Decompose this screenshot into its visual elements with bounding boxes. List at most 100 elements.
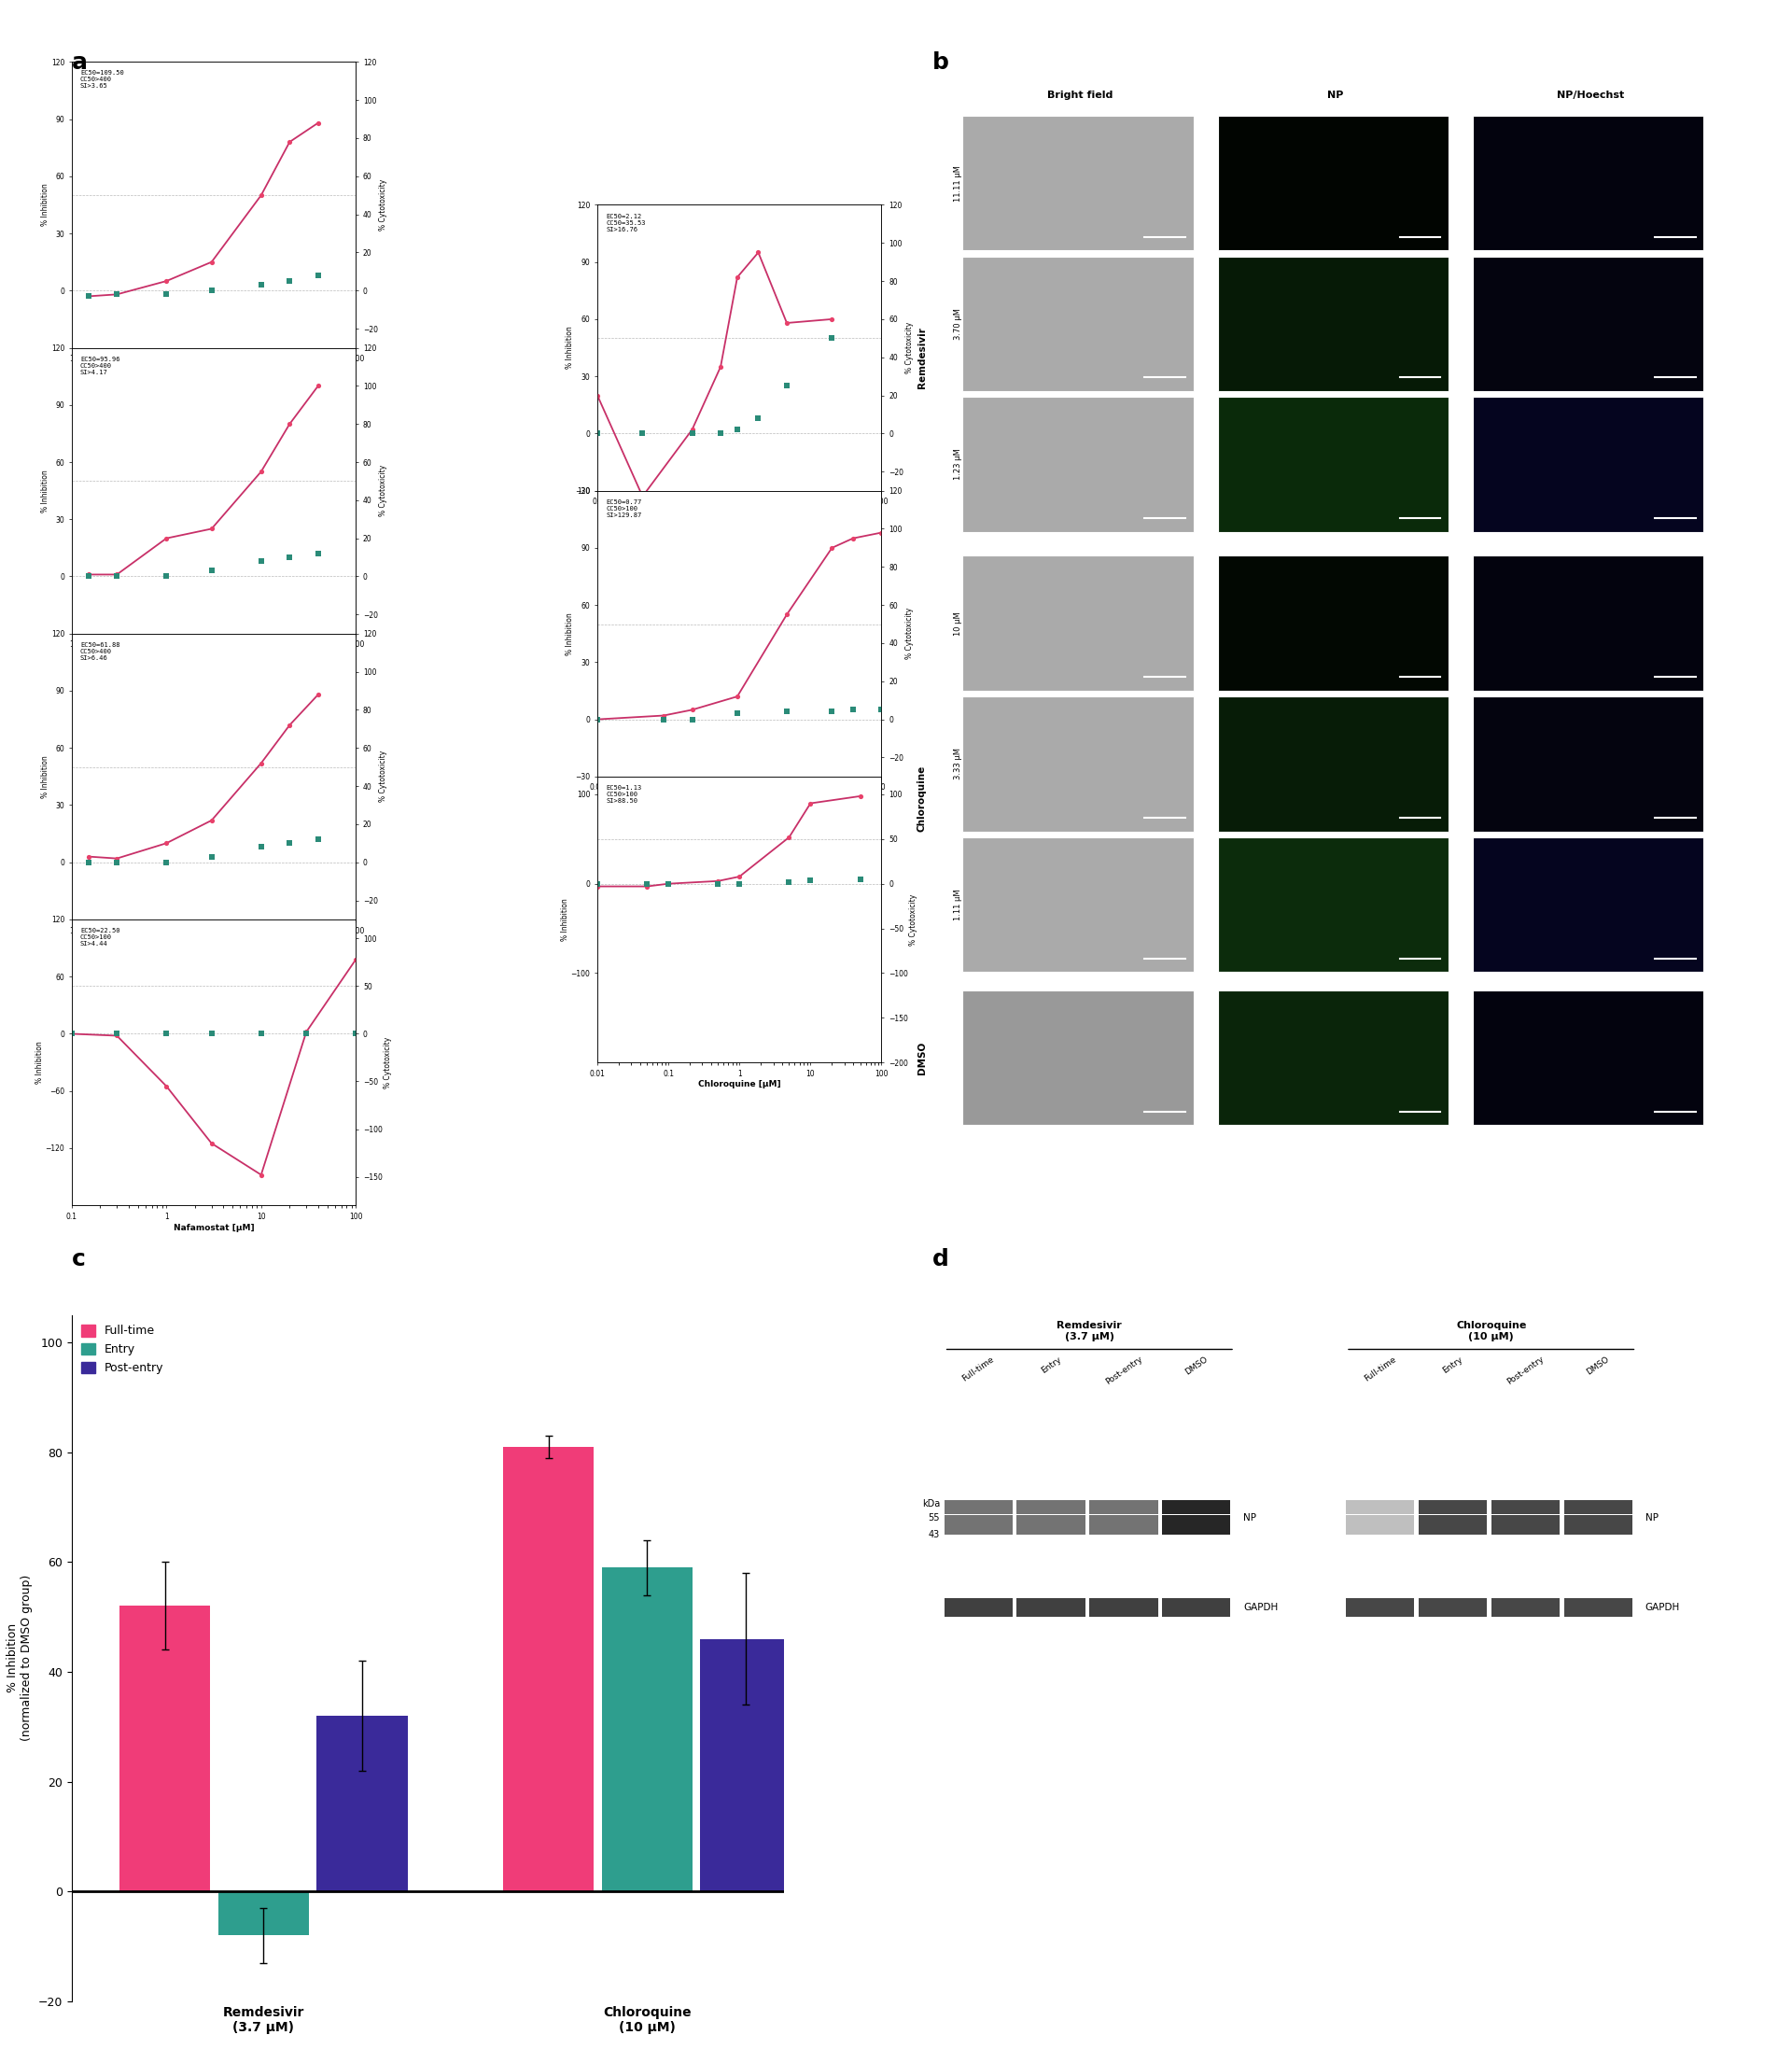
Text: EC50=22.50
CC50>100
SI>4.44: EC50=22.50 CC50>100 SI>4.44 [81, 928, 120, 947]
Bar [1346, 1516, 1414, 1535]
Bar [1419, 1516, 1487, 1535]
Y-axis label: % Cytotoxicity: % Cytotoxicity [905, 609, 914, 660]
Text: Full-time: Full-time [1362, 1355, 1398, 1382]
Bar [1564, 1500, 1633, 1514]
Y-axis label: % Inhibition: % Inhibition [41, 184, 50, 227]
Text: EC50=109.50
CC50>400
SI>3.65: EC50=109.50 CC50>400 SI>3.65 [81, 70, 124, 89]
Text: NP: NP [1326, 91, 1344, 99]
Bar [1016, 1516, 1086, 1535]
Point [247, 831, 276, 864]
Text: Remdesivir
(3.7 μM): Remdesivir (3.7 μM) [1057, 1320, 1122, 1341]
Point [197, 555, 226, 588]
Y-axis label: % Cytotoxicity: % Cytotoxicity [380, 179, 387, 231]
Point [846, 862, 874, 895]
Bar [962, 396, 1193, 532]
Text: kDa: kDa [921, 1500, 941, 1508]
Text: 43: 43 [928, 1531, 941, 1539]
Point [744, 402, 772, 435]
Text: d: d [932, 1248, 948, 1271]
Y-axis label: % Cytotoxicity: % Cytotoxicity [380, 464, 387, 516]
Bar [1473, 555, 1704, 691]
Point [247, 747, 276, 780]
Point [73, 281, 102, 314]
Bar [1163, 1500, 1231, 1514]
Text: Remdesivir: Remdesivir [918, 328, 926, 388]
Point [817, 695, 846, 728]
Text: 11.11 μM: 11.11 μM [955, 165, 962, 202]
Text: GAPDH: GAPDH [1244, 1603, 1278, 1611]
Bar [962, 838, 1193, 972]
Point [722, 260, 751, 293]
Point [649, 699, 677, 732]
Text: DMSO: DMSO [918, 1042, 926, 1075]
Point [704, 866, 733, 899]
Point [677, 693, 706, 726]
Point [102, 279, 131, 312]
Bar [1217, 256, 1448, 392]
Text: 3.70 μM: 3.70 μM [955, 307, 962, 340]
Text: EC50=2.12
CC50=35.53
SI>16.76: EC50=2.12 CC50=35.53 SI>16.76 [606, 212, 645, 231]
Bar [701, 1638, 790, 1892]
Text: NP/Hoechst: NP/Hoechst [1557, 91, 1624, 99]
Bar [962, 697, 1193, 831]
Point [867, 693, 896, 726]
Bar [1217, 555, 1448, 691]
Point [102, 846, 131, 879]
Point [292, 1017, 321, 1050]
Point [73, 281, 102, 314]
Y-axis label: % Cytotoxicity: % Cytotoxicity [383, 1036, 392, 1087]
Point [704, 864, 733, 897]
Point [276, 827, 305, 860]
Point [846, 780, 874, 813]
Bar [219, 1892, 308, 1935]
Bar [944, 1597, 1012, 1617]
Bar [1090, 1516, 1158, 1535]
Point [247, 456, 276, 489]
Point [722, 697, 751, 730]
Point [582, 380, 611, 413]
Bar [1217, 697, 1448, 831]
Point [57, 1017, 86, 1050]
Point [726, 866, 754, 899]
Point [629, 417, 658, 450]
Point [276, 126, 305, 159]
Point [744, 235, 772, 268]
Point [305, 258, 333, 291]
Point [197, 274, 226, 307]
Bar [1564, 1516, 1633, 1535]
Bar [1016, 1597, 1086, 1617]
Point [839, 522, 867, 555]
Bar [1564, 1597, 1633, 1617]
Point [247, 545, 276, 578]
Bar [1419, 1597, 1487, 1617]
Point [197, 840, 226, 873]
Text: GAPDH: GAPDH [1645, 1603, 1679, 1611]
Point [342, 943, 371, 976]
Bar [1163, 1597, 1231, 1617]
Bar [1016, 1500, 1086, 1514]
Text: Entry: Entry [1441, 1355, 1464, 1374]
Point [197, 1017, 226, 1050]
Text: DMSO: DMSO [1183, 1355, 1210, 1376]
Point [839, 693, 867, 726]
Point [276, 708, 305, 741]
Bar [1217, 116, 1448, 250]
Bar [962, 256, 1193, 392]
Bar [120, 1605, 210, 1892]
Text: EC50=1.13
CC50>100
SI>88.50: EC50=1.13 CC50>100 SI>88.50 [606, 786, 642, 805]
Text: Post-entry: Post-entry [1104, 1355, 1143, 1386]
Bar [317, 1716, 407, 1892]
Point [152, 827, 181, 860]
Bar [944, 1500, 1012, 1514]
X-axis label: Chloroquine [μM]: Chloroquine [μM] [699, 1081, 781, 1089]
X-axis label: Penciclovir [μM]: Penciclovir [μM] [176, 652, 253, 660]
Point [706, 417, 735, 450]
Point [582, 866, 611, 899]
Text: Chloroquine
(10 μM): Chloroquine (10 μM) [1457, 1320, 1527, 1341]
Y-axis label: % Inhibition: % Inhibition [566, 613, 573, 654]
Point [796, 864, 824, 897]
Text: Post-entry: Post-entry [1505, 1355, 1545, 1386]
Point [342, 1017, 371, 1050]
Point [817, 532, 846, 565]
Point [152, 522, 181, 555]
